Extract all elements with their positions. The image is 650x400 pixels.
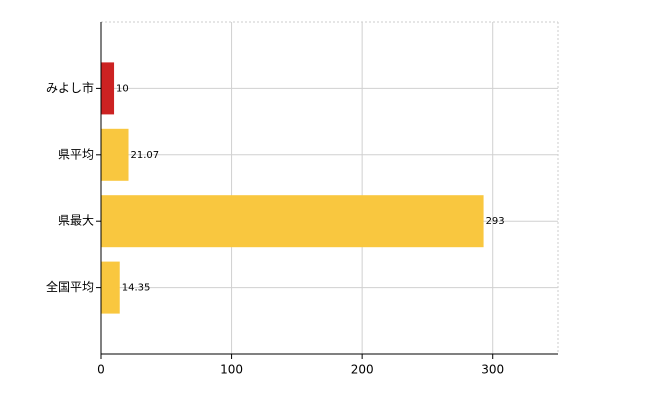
bar — [101, 261, 120, 314]
x-tick-label: 100 — [220, 363, 243, 377]
bar — [101, 128, 129, 181]
y-tick-label: 全国平均 — [46, 279, 94, 294]
y-tick-label: 県平均 — [58, 147, 94, 161]
data-label: 21.07 — [131, 150, 160, 161]
data-label: 14.35 — [122, 283, 151, 294]
x-tick-label: 0 — [97, 363, 105, 377]
y-tick-label: みよし市 — [46, 80, 94, 95]
data-label: 293 — [486, 216, 505, 227]
y-tick-label: 県最大 — [58, 214, 94, 228]
bar — [101, 195, 484, 248]
x-tick-label: 200 — [351, 363, 374, 377]
data-label: 10 — [116, 83, 129, 94]
x-tick-label: 300 — [481, 363, 504, 377]
bar — [101, 62, 115, 115]
